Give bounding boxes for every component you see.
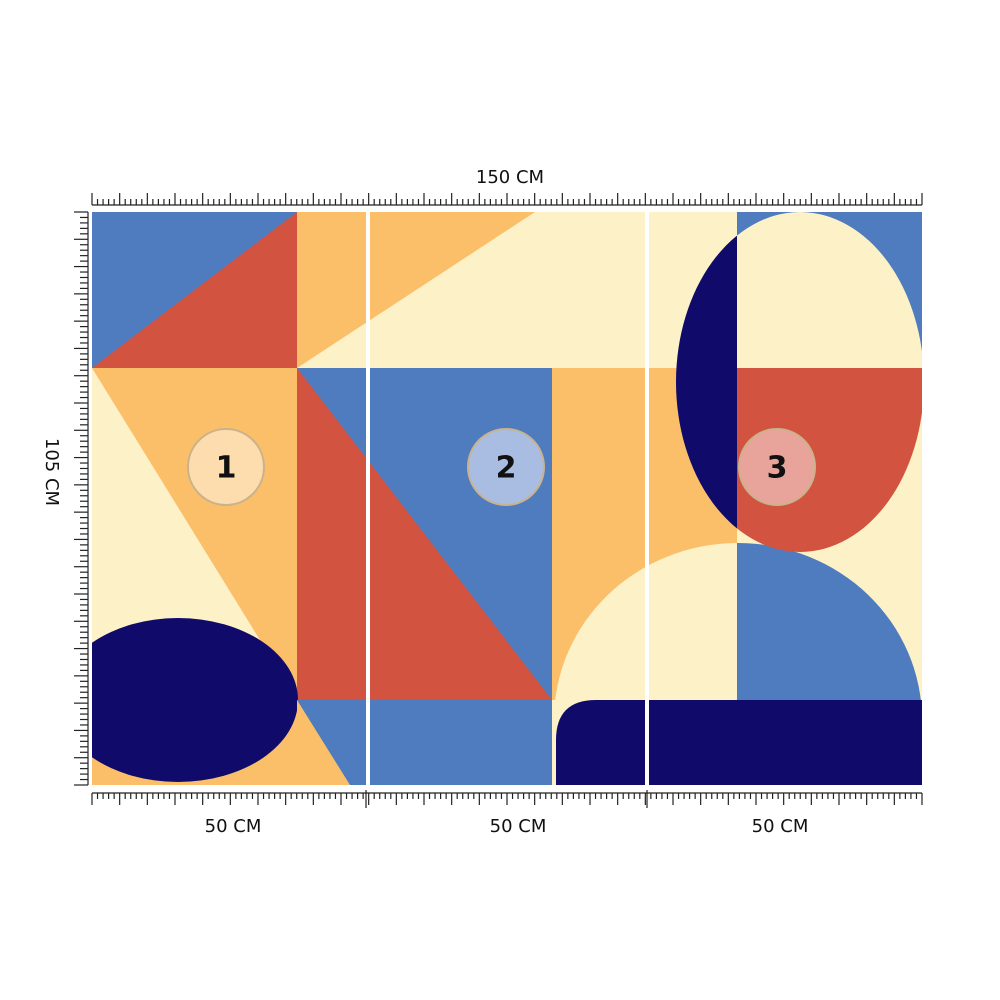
height-label: 105 CM	[41, 438, 62, 506]
panel-width-label: 50 CM	[205, 816, 262, 837]
panel-badge	[738, 428, 816, 506]
panel-number: 2	[496, 451, 517, 486]
panel-badge	[187, 428, 265, 506]
panel-number: 3	[767, 451, 788, 486]
artwork	[92, 212, 922, 785]
panel-number: 1	[216, 451, 237, 486]
panel-badge	[467, 428, 545, 506]
panel-width-label: 50 CM	[490, 816, 547, 837]
width-label: 150 CM	[476, 167, 544, 188]
rulers	[74, 193, 923, 808]
panel-width-label: 50 CM	[752, 816, 809, 837]
